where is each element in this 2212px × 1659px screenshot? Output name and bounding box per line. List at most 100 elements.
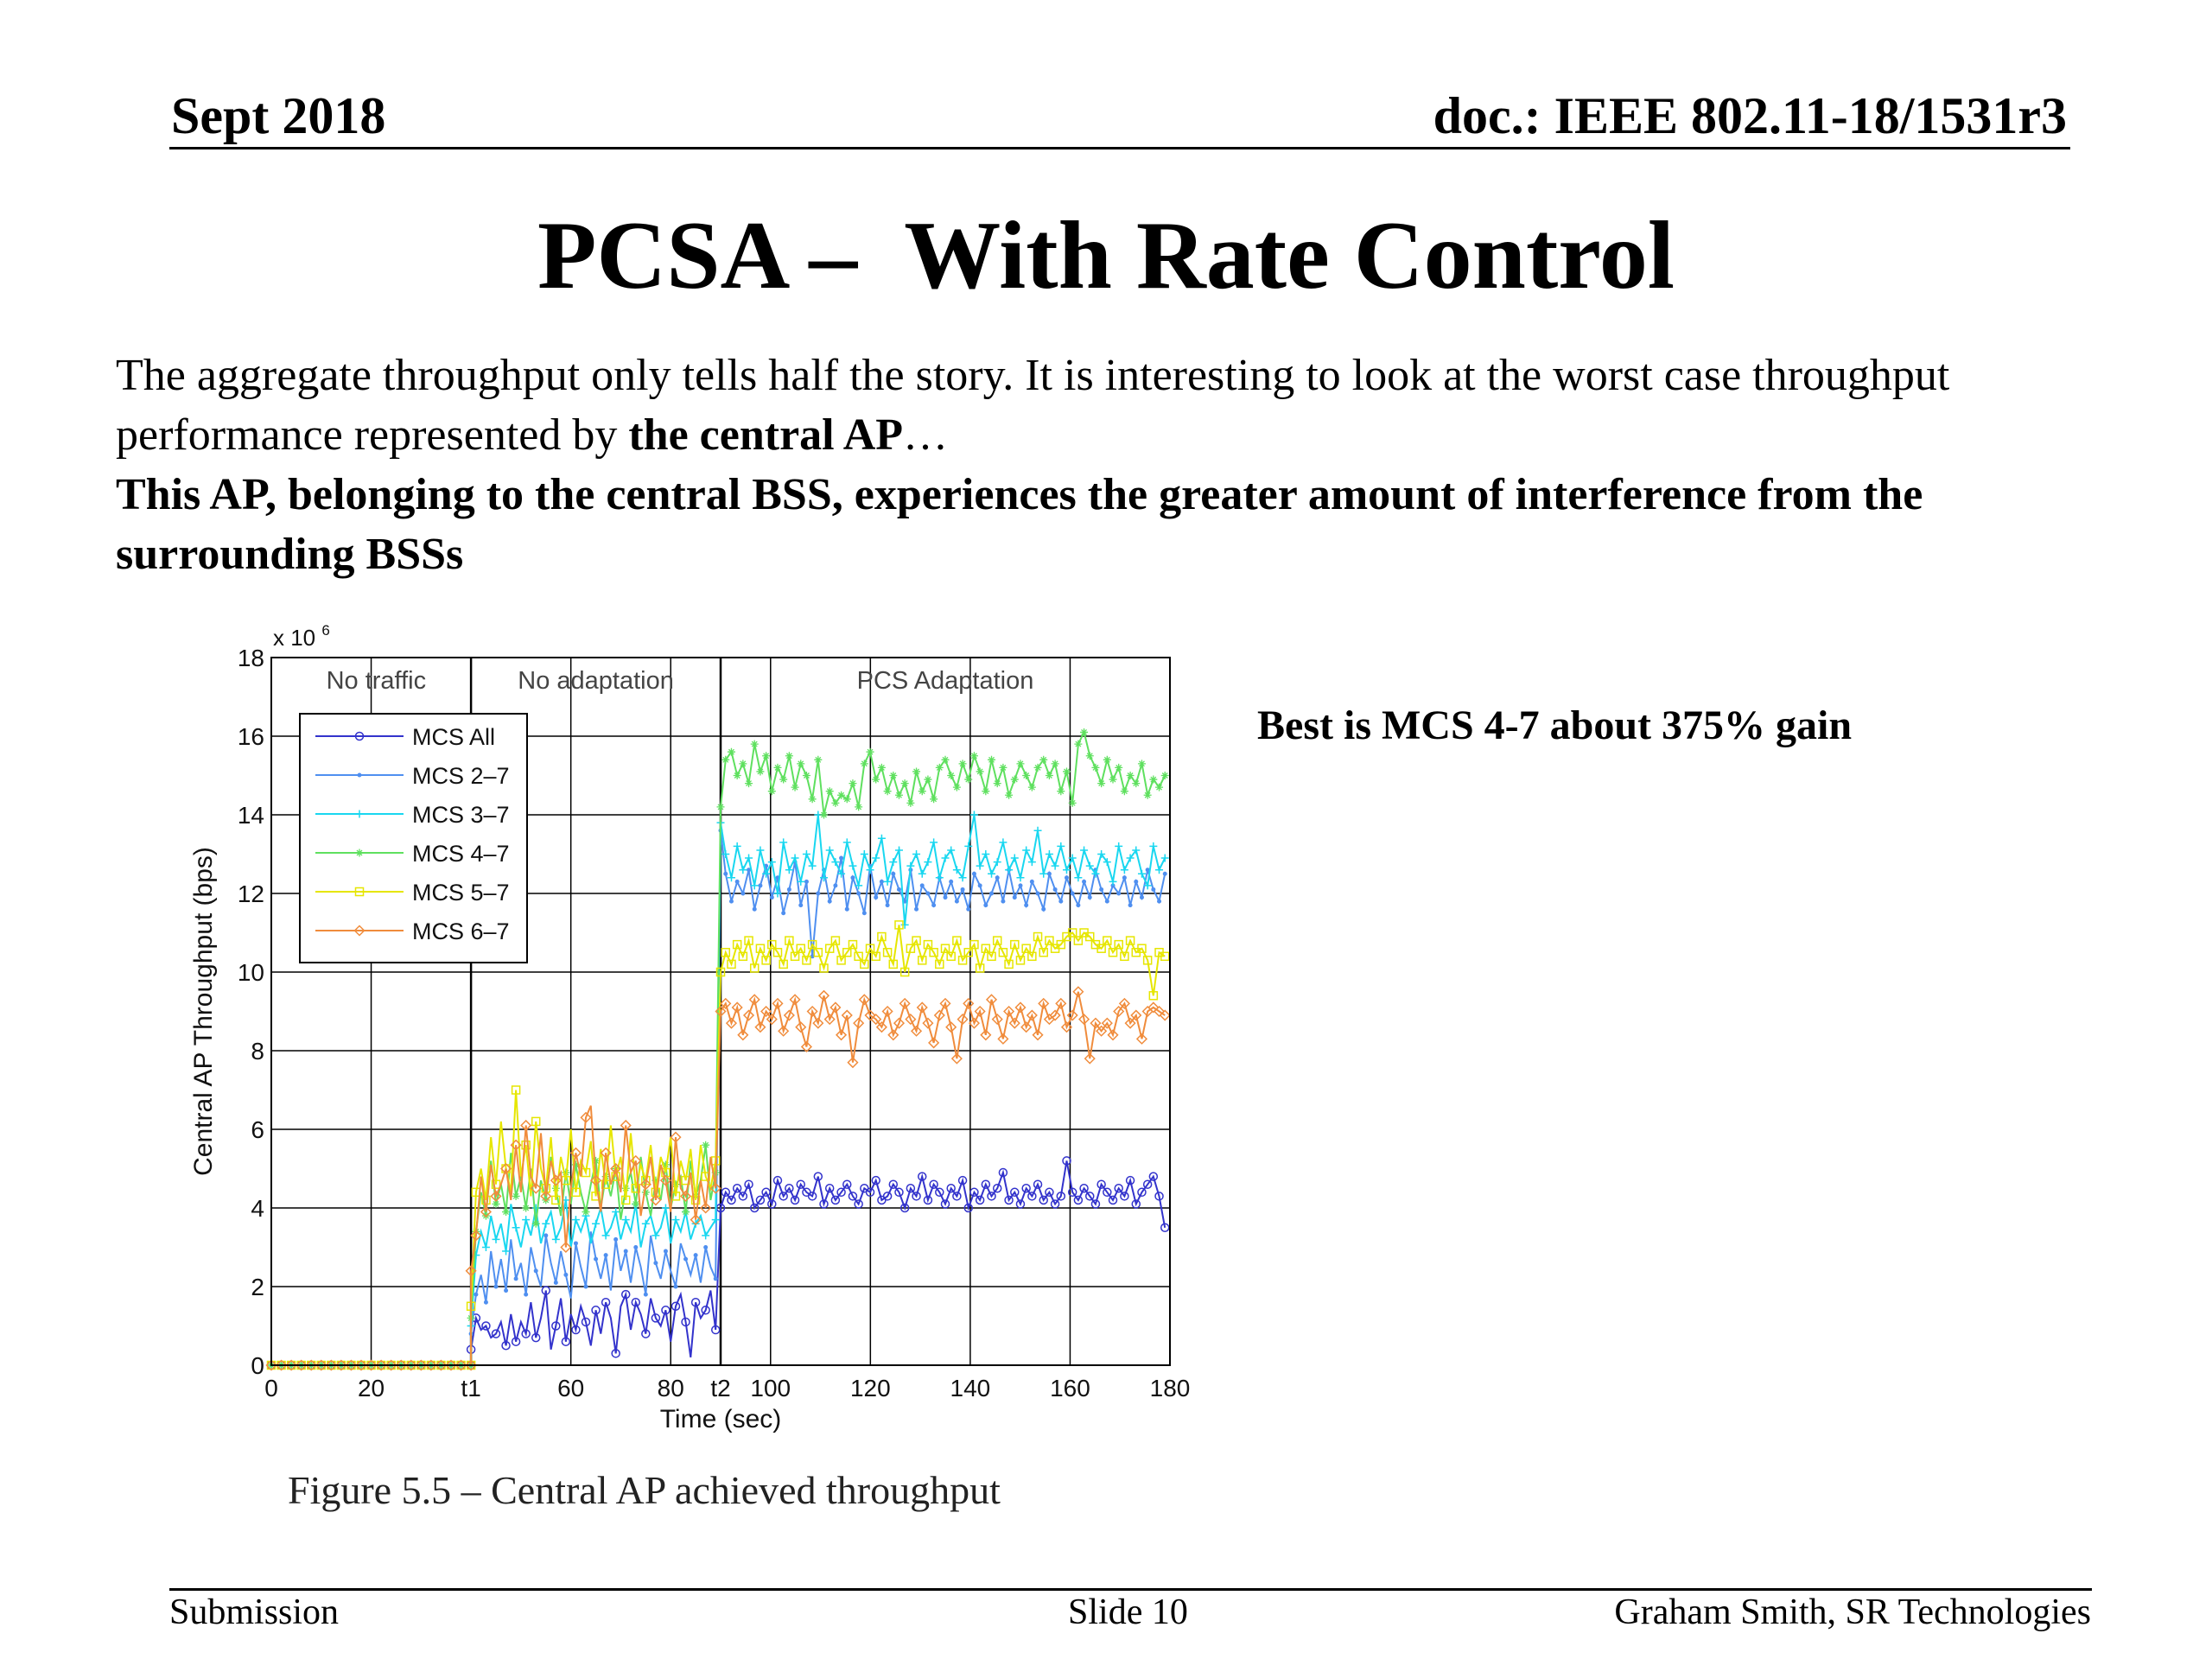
data-point — [733, 842, 741, 850]
data-point — [715, 967, 726, 977]
data-point — [823, 1014, 836, 1026]
data-point — [906, 944, 916, 953]
data-point — [1074, 740, 1083, 748]
data-point — [896, 887, 901, 892]
data-point — [737, 1029, 749, 1041]
data-point — [796, 1179, 805, 1189]
data-point — [1114, 1184, 1123, 1193]
data-point — [877, 931, 887, 942]
data-point — [1058, 899, 1064, 904]
data-point — [583, 1284, 588, 1289]
data-point — [551, 1321, 561, 1331]
y-axis-label: Central AP Throughput (bps) — [189, 847, 218, 1176]
data-point — [756, 846, 765, 855]
data-point — [1143, 881, 1152, 890]
data-point — [603, 1253, 608, 1258]
data-point — [702, 1141, 710, 1149]
data-point — [630, 1154, 642, 1166]
data-point — [761, 956, 771, 965]
data-point — [652, 1231, 660, 1240]
data-point — [827, 899, 832, 904]
data-point — [945, 1021, 957, 1033]
data-point — [1022, 772, 1031, 779]
data-point — [709, 1182, 721, 1194]
data-point — [1082, 879, 1087, 884]
data-point — [641, 1329, 651, 1338]
data-point — [802, 850, 810, 858]
data-point — [679, 1190, 692, 1202]
data-point — [1035, 891, 1040, 896]
data-point — [1160, 772, 1169, 779]
data-point — [522, 1216, 531, 1224]
data-point — [1085, 1192, 1095, 1201]
data-point — [1085, 931, 1095, 942]
data-point — [825, 846, 834, 855]
data-point — [847, 1057, 859, 1069]
data-point — [917, 1172, 927, 1181]
data-point — [1153, 1005, 1166, 1018]
data-point — [633, 1245, 639, 1249]
data-point — [952, 1192, 962, 1201]
x-tick-label: 80 — [658, 1375, 684, 1402]
data-point — [623, 1249, 628, 1254]
data-point — [982, 850, 990, 858]
data-point — [749, 963, 760, 973]
data-point — [861, 911, 867, 916]
data-point — [923, 1195, 933, 1205]
data-point — [824, 1184, 835, 1193]
data-point — [1125, 1175, 1135, 1185]
data-point — [1062, 767, 1071, 776]
data-point — [1004, 1195, 1014, 1205]
data-point — [998, 948, 1008, 957]
data-point — [511, 1337, 521, 1346]
data-point — [963, 1203, 974, 1213]
data-point — [836, 1029, 848, 1041]
data-point — [772, 1175, 783, 1185]
data-point — [483, 1300, 488, 1305]
data-point — [1162, 871, 1167, 876]
data-point — [988, 869, 996, 878]
data-point — [819, 1199, 829, 1209]
data-point — [550, 1174, 562, 1186]
data-point — [1045, 850, 1053, 858]
data-point — [1137, 869, 1146, 878]
data-point — [681, 1317, 690, 1327]
data-point — [1008, 1017, 1020, 1029]
data-point — [968, 1017, 981, 1029]
data-point — [952, 936, 962, 945]
data-point — [1091, 869, 1100, 878]
data-point — [894, 920, 904, 930]
data-point — [940, 1199, 950, 1209]
data-point — [415, 1359, 427, 1371]
data-point — [752, 906, 757, 912]
data-point — [491, 1329, 501, 1338]
data-point — [275, 1359, 288, 1371]
data-point — [778, 1025, 790, 1037]
footer-author: Graham Smith, SR Technologies — [1614, 1592, 2091, 1632]
data-point — [553, 1280, 558, 1285]
data-point — [701, 1306, 710, 1315]
data-point — [853, 1017, 865, 1029]
data-point — [842, 838, 851, 847]
gain-callout: Best is MCS 4-7 about 375% gain — [1257, 702, 1853, 748]
data-point — [893, 1017, 906, 1029]
data-point — [767, 939, 777, 950]
data-point — [600, 1147, 612, 1159]
data-point — [355, 849, 364, 857]
data-point — [1149, 775, 1158, 784]
data-point — [492, 1235, 500, 1243]
data-point — [916, 1001, 928, 1014]
data-point — [531, 1219, 540, 1228]
data-point — [999, 838, 1007, 847]
data-point — [969, 1187, 979, 1198]
data-point — [808, 795, 817, 804]
data-point — [1091, 763, 1100, 772]
data-point — [1033, 1179, 1043, 1189]
data-point — [976, 767, 984, 776]
data-point — [1078, 1014, 1090, 1026]
data-point — [1128, 903, 1133, 908]
body-text: The aggregate throughput only tells half… — [116, 346, 2103, 584]
data-point — [265, 1359, 277, 1371]
data-point — [975, 1195, 985, 1205]
data-point — [1010, 775, 1019, 784]
